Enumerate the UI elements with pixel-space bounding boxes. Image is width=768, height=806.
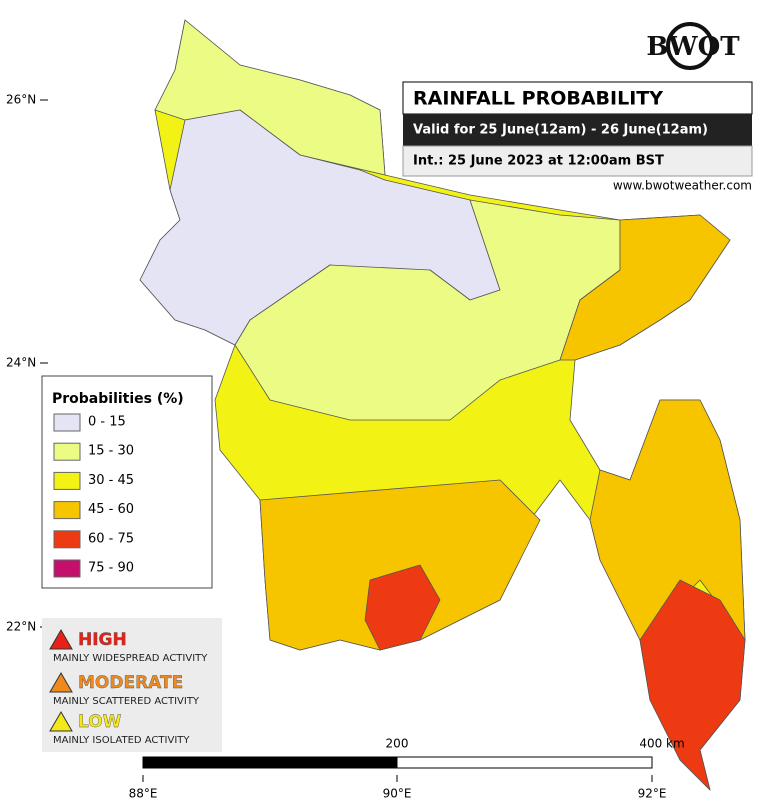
risk-icon [49, 672, 73, 693]
logo-ring [666, 22, 714, 70]
legend-swatch [53, 530, 81, 549]
issued-box [402, 145, 753, 177]
legend-swatch [53, 413, 81, 432]
scale-segment [396, 756, 653, 769]
legend-label: 30 - 45 [88, 473, 134, 488]
valid-box [403, 114, 752, 146]
risk-panel: HIGH MAINLY WIDESPREAD ACTIVITY MODERATE MA… [42, 618, 222, 752]
legend-label: 45 - 60 [88, 502, 134, 517]
logo-text: BWOT [646, 32, 740, 62]
legend-swatch [53, 442, 81, 461]
lon-label: 90°E [383, 787, 412, 801]
lon-label: 92°E [638, 787, 667, 801]
lat-label: 26°N [6, 93, 36, 107]
risk-description: MAINLY ISOLATED ACTIVITY [53, 735, 190, 746]
lat-label: 22°N [6, 620, 36, 634]
scale-bar: 200 400 km [142, 737, 685, 769]
risk-icon [49, 629, 73, 650]
risk-level: MODERATE [78, 673, 183, 693]
legend-swatch [53, 471, 81, 490]
legend-label: 75 - 90 [88, 561, 134, 576]
scale-label: 400 km [639, 737, 684, 751]
website: www.bwotweather.com [613, 179, 752, 193]
title-block: RAINFALL PROBABILITY Valid for 25 June(1… [402, 81, 753, 193]
issued-text: Int.: 25 June 2023 at 12:00am BST [413, 154, 664, 169]
lat-label: 24°N [6, 356, 36, 370]
risk-description: MAINLY SCATTERED ACTIVITY [53, 696, 200, 707]
region [559, 214, 731, 361]
valid-text: Valid for 25 June(12am) - 26 June(12am) [413, 123, 708, 138]
legend-swatch [53, 559, 81, 578]
region [364, 564, 441, 651]
scale-label: 200 [386, 737, 409, 751]
title: RAINFALL PROBABILITY [413, 88, 663, 110]
logo: BWOT [646, 22, 740, 70]
risk-icon [49, 711, 73, 732]
legend-swatch [53, 501, 81, 520]
risk-box [42, 618, 222, 752]
title-box [402, 81, 753, 115]
legend-label: 60 - 75 [88, 531, 134, 546]
risk-description: MAINLY WIDESPREAD ACTIVITY [53, 653, 208, 664]
region [589, 399, 746, 641]
map [139, 19, 746, 791]
legend-label: 15 - 30 [88, 444, 134, 459]
scale-segment [142, 756, 398, 769]
legend-title: Probabilities (%) [52, 391, 184, 407]
risk-level: LOW [78, 712, 122, 732]
legend-label: 0 - 15 [88, 415, 126, 430]
legend: Probabilities (%) 0 - 15 15 - 30 30 - 45 45… [41, 375, 213, 589]
lon-label: 88°E [129, 787, 158, 801]
region [639, 579, 746, 791]
risk-level: HIGH [78, 630, 127, 650]
axis-labels: 26°N 24°N 22°N 88°E 90°E 92°E [6, 93, 666, 801]
